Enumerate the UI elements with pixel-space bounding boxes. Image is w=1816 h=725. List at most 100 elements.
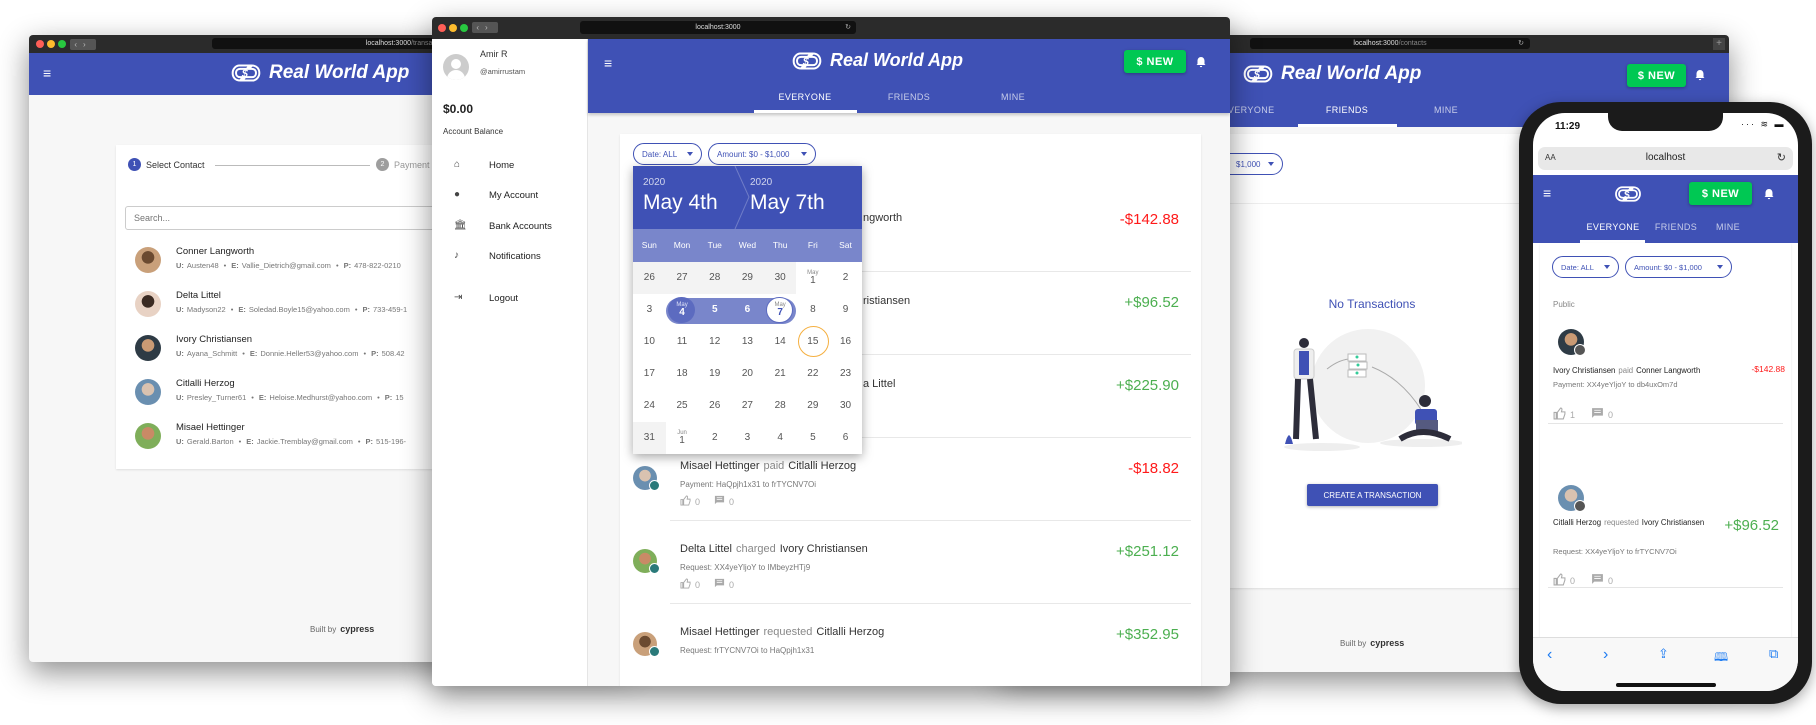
- calendar-day[interactable]: 14: [764, 326, 797, 358]
- share-icon[interactable]: ⇪: [1658, 646, 1669, 661]
- contact-list-item[interactable]: Delta Littel U: Madyson22 • E: Soledad.Boyle1…: [116, 287, 616, 327]
- transaction-item[interactable]: Citlalli Herzog requested Ivory Christians…: [1540, 485, 1791, 635]
- tab-friends[interactable]: FRIENDS: [887, 92, 931, 102]
- calendar-day[interactable]: 26: [698, 390, 731, 422]
- like-icon[interactable]: [680, 495, 691, 508]
- menu-hamburger-icon[interactable]: ≡: [43, 65, 52, 81]
- calendar-day[interactable]: May 1: [797, 262, 830, 294]
- calendar-day[interactable]: 31: [633, 422, 666, 454]
- tab-mine[interactable]: MINE: [1715, 222, 1741, 232]
- minimize-window-button[interactable]: [47, 40, 55, 48]
- safari-address-bar[interactable]: AA localhost ↻: [1538, 147, 1793, 170]
- amount-filter-chip[interactable]: Amount: $0 - $1,000: [1625, 256, 1732, 278]
- tab-everyone[interactable]: EVERYONE: [1586, 222, 1640, 232]
- calendar-day[interactable]: 18: [666, 358, 699, 390]
- transaction-item[interactable]: Misael Hettinger requested Citlalli Herzog…: [620, 604, 1201, 686]
- calendar-day[interactable]: 12: [698, 326, 731, 358]
- calendar-day[interactable]: 8: [797, 294, 830, 326]
- calendar-day[interactable]: 28: [764, 390, 797, 422]
- calendar-day[interactable]: 13: [731, 326, 764, 358]
- calendar-day[interactable]: 5: [797, 422, 830, 454]
- new-transaction-button[interactable]: $ NEW: [1627, 64, 1686, 87]
- maximize-window-button[interactable]: [58, 40, 66, 48]
- logo-icon[interactable]: [1613, 185, 1643, 203]
- calendar-day[interactable]: 25: [666, 390, 699, 422]
- calendar-day[interactable]: 6: [731, 294, 764, 326]
- start-year[interactable]: 2020: [643, 177, 666, 188]
- calendar-day[interactable]: 30: [829, 390, 862, 422]
- calendar-day[interactable]: 29: [797, 390, 830, 422]
- comment-icon[interactable]: [1591, 573, 1604, 588]
- sidebar-item-bank-accounts[interactable]: 🏛 Bank Accounts: [432, 217, 588, 239]
- sidebar-item-notifications[interactable]: ♪ Notifications: [432, 247, 588, 269]
- address-bar[interactable]: localhost:3000/contacts ↻: [1250, 38, 1530, 49]
- new-tab-icon[interactable]: +: [1713, 38, 1725, 50]
- calendar-day[interactable]: 4: [764, 422, 797, 454]
- create-transaction-button[interactable]: CREATE A TRANSACTION: [1307, 484, 1438, 506]
- calendar-day[interactable]: 6: [829, 422, 862, 454]
- comment-icon[interactable]: [1591, 407, 1604, 422]
- close-window-button[interactable]: [438, 24, 446, 32]
- reload-icon[interactable]: ↻: [845, 24, 851, 31]
- maximize-window-button[interactable]: [460, 24, 468, 32]
- transaction-item[interactable]: Delta Littel charged Ivory Christiansen Req…: [620, 521, 1201, 604]
- new-transaction-button[interactable]: $ NEW: [1124, 50, 1186, 73]
- tab-mine[interactable]: MINE: [1433, 105, 1459, 115]
- bookmarks-icon[interactable]: 🕮: [1714, 650, 1729, 664]
- like-icon[interactable]: [1553, 573, 1566, 588]
- tab-friends[interactable]: FRIENDS: [1325, 105, 1369, 115]
- calendar-day[interactable]: 11: [666, 326, 699, 358]
- app-logo[interactable]: Real World App: [1241, 63, 1421, 85]
- calendar-day[interactable]: 24: [633, 390, 666, 422]
- transaction-item[interactable]: Misael Hettinger paid Citlalli Herzog Payme…: [620, 438, 1201, 521]
- app-logo[interactable]: Real World App: [790, 50, 963, 71]
- like-icon[interactable]: [680, 578, 691, 591]
- end-year[interactable]: 2020: [750, 177, 773, 188]
- menu-hamburger-icon[interactable]: ≡: [604, 55, 613, 71]
- calendar-day[interactable]: 27: [665, 262, 699, 294]
- calendar-day[interactable]: 19: [698, 358, 731, 390]
- contact-list-item[interactable]: Misael Hettinger U: Gerald.Barton • E: Jackie…: [116, 419, 616, 459]
- contact-avatar[interactable]: [135, 379, 161, 405]
- calendar-day[interactable]: 15: [797, 326, 830, 358]
- date-filter-chip[interactable]: Date: ALL: [1552, 256, 1619, 278]
- notifications-bell-icon[interactable]: [1195, 56, 1207, 68]
- date-filter-chip[interactable]: Date: ALL: [633, 143, 702, 165]
- calendar-day[interactable]: 17: [633, 358, 666, 390]
- reload-icon[interactable]: ↻: [1776, 152, 1786, 164]
- calendar-day[interactable]: 22: [797, 358, 830, 390]
- back-icon[interactable]: ‹: [1547, 646, 1553, 663]
- footer-built-by[interactable]: Built by cypress: [1340, 638, 1405, 648]
- tabs-icon[interactable]: ⧉: [1769, 646, 1779, 661]
- calendar-day[interactable]: 30: [763, 262, 797, 294]
- sidebar-item-logout[interactable]: ⇥ Logout: [432, 289, 588, 311]
- calendar-day[interactable]: 16: [829, 326, 862, 358]
- calendar-day[interactable]: Jun 1: [666, 422, 699, 454]
- back-forward-buttons[interactable]: ‹›: [472, 22, 498, 33]
- notifications-bell-icon[interactable]: [1694, 69, 1706, 81]
- footer-built-by[interactable]: Built by cypress: [310, 624, 375, 634]
- contact-list-item[interactable]: Citlalli Herzog U: Presley_Turner61 • E: Helo…: [116, 375, 616, 415]
- transaction-item[interactable]: a Littel +$225.90: [620, 355, 1201, 438]
- contact-avatar[interactable]: [135, 423, 161, 449]
- sidebar-item-my-account[interactable]: ● My Account: [432, 186, 588, 208]
- contact-avatar[interactable]: [135, 335, 161, 361]
- contact-avatar[interactable]: [135, 291, 161, 317]
- reload-icon[interactable]: ↻: [1518, 40, 1524, 47]
- tab-friends[interactable]: FRIENDS: [1654, 222, 1698, 232]
- date-range-picker[interactable]: 2020 May 4th 2020 May 7th Sun Mon Tue Wed Th…: [633, 166, 862, 454]
- tab-everyone[interactable]: EVERYONE: [778, 92, 832, 102]
- calendar-day[interactable]: 29: [731, 262, 764, 294]
- sidebar-item-home[interactable]: ⌂ Home: [432, 156, 588, 178]
- text-size-button[interactable]: AA: [1545, 153, 1556, 162]
- calendar-day[interactable]: May 4: [666, 294, 699, 326]
- new-transaction-button[interactable]: $ NEW: [1689, 182, 1752, 205]
- contact-list-item[interactable]: Conner Langworth U: Austen48 • E: Vallie_Diet…: [116, 243, 616, 283]
- calendar-day[interactable]: 3: [633, 294, 666, 326]
- menu-hamburger-icon[interactable]: ≡: [1543, 185, 1552, 201]
- end-date[interactable]: May 7th: [750, 191, 825, 214]
- transaction-item[interactable]: ngworth -$142.88: [620, 189, 1201, 272]
- calendar-day[interactable]: 23: [829, 358, 862, 390]
- comment-icon[interactable]: [714, 495, 725, 508]
- calendar-day[interactable]: 2: [698, 422, 731, 454]
